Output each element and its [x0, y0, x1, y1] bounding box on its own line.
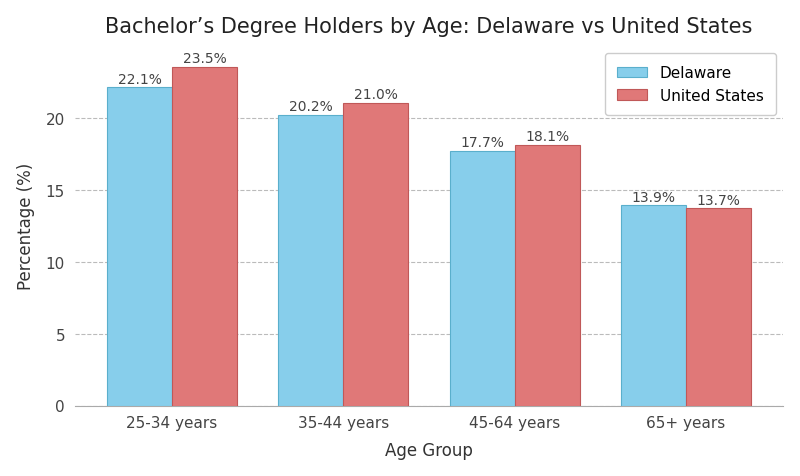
Bar	[172, 68, 237, 406]
Text: 23.5%: 23.5%	[182, 52, 226, 66]
Bar	[278, 115, 343, 406]
Text: 21.0%: 21.0%	[354, 88, 398, 102]
Bar	[621, 206, 686, 406]
Text: 22.1%: 22.1%	[118, 72, 162, 87]
Legend: Delaware, United States: Delaware, United States	[605, 54, 776, 116]
X-axis label: Age Group: Age Group	[385, 441, 473, 459]
Text: 13.7%: 13.7%	[697, 193, 741, 207]
Title: Bachelor’s Degree Holders by Age: Delaware vs United States: Bachelor’s Degree Holders by Age: Delawa…	[106, 17, 753, 37]
Text: 13.9%: 13.9%	[631, 190, 675, 204]
Bar	[514, 146, 580, 406]
Text: 17.7%: 17.7%	[460, 136, 504, 149]
Bar	[450, 151, 514, 406]
Bar	[107, 88, 172, 406]
Bar	[343, 104, 409, 406]
Text: 18.1%: 18.1%	[525, 130, 570, 144]
Y-axis label: Percentage (%): Percentage (%)	[17, 163, 34, 289]
Bar	[686, 209, 751, 406]
Text: 20.2%: 20.2%	[289, 100, 333, 114]
